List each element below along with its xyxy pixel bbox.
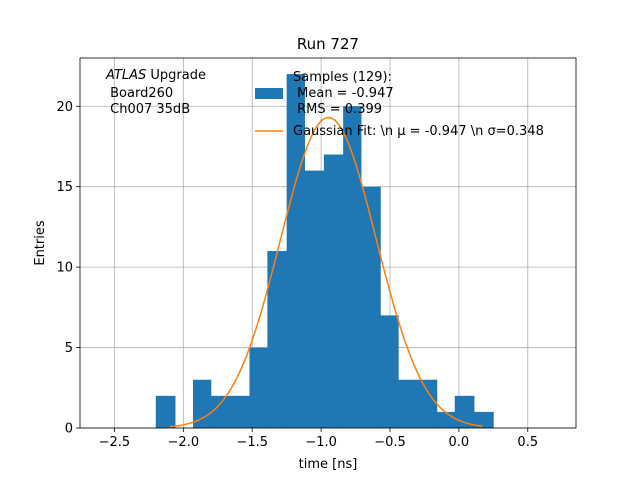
y-tick-label-2: 10	[56, 261, 73, 276]
x-tick-label-6: 0.5	[517, 435, 538, 450]
x-axis-label: time [ns]	[299, 457, 358, 472]
histogram-bar-12	[380, 315, 399, 428]
x-axis-ticks: −2.5 −2.0 −1.5 −1.0 −0.5 0.0 0.5	[99, 428, 538, 450]
histogram-bar-9	[323, 154, 344, 429]
x-tick-label-1: −2.0	[168, 435, 200, 450]
annotation-italic: ATLAS	[105, 68, 146, 83]
histogram-bar-7	[286, 74, 305, 428]
y-axis-ticks: 0 5 10 15 20	[56, 100, 80, 437]
chart-title: Run 727	[297, 35, 359, 53]
histogram-bar-3	[210, 395, 231, 428]
histogram-bar-13	[398, 379, 418, 428]
gaussian-fit-curve	[169, 116, 483, 428]
annotation-upgrade: Upgrade	[146, 68, 206, 83]
legend-samples-swatch	[255, 88, 283, 99]
annotation-line-2: Board260	[106, 86, 173, 101]
y-axis-label: Entries	[33, 220, 48, 266]
legend-samples-line-1: Samples (129):	[293, 70, 392, 85]
y-tick-label-3: 15	[56, 180, 73, 195]
histogram-bar-4	[230, 395, 250, 428]
x-tick-label-3: −1.0	[305, 435, 337, 450]
histogram-bar-6	[267, 251, 288, 428]
histogram-bar-17	[474, 411, 494, 428]
histogram-bar-15	[436, 411, 456, 428]
histogram-bar-11	[361, 186, 381, 428]
plot-frame	[79, 57, 577, 429]
x-tick-label-5: 0.0	[449, 435, 470, 450]
histogram-bars	[155, 74, 494, 429]
x-tick-label-2: −1.5	[236, 435, 268, 450]
y-tick-label-0: 0	[65, 422, 73, 437]
annotation-line-3: Ch007 35dB	[106, 102, 190, 117]
x-tick-label-0: −2.5	[99, 435, 131, 450]
histogram-bar-14	[417, 379, 438, 428]
legend: Samples (129): Mean = -0.947 RMS = 0.399…	[255, 70, 544, 139]
histogram-bar-10	[343, 106, 362, 429]
legend-samples-line-2: Mean = -0.947	[293, 86, 394, 101]
legend-fit-label: Gaussian Fit: \n μ = -0.947 \n σ=0.348	[293, 124, 544, 139]
annotation-line-1: ATLAS Upgrade	[105, 68, 206, 83]
histogram-bar-5	[249, 347, 268, 428]
y-tick-label-1: 5	[65, 341, 73, 356]
histogram-bar-0	[155, 395, 176, 428]
histogram-bar-8	[304, 170, 325, 428]
atlas-annotation: ATLAS Upgrade Board260 Ch007 35dB	[105, 68, 206, 117]
x-tick-label-4: −0.5	[374, 435, 406, 450]
legend-samples-line-3: RMS = 0.399	[293, 102, 382, 117]
y-tick-label-4: 20	[56, 100, 73, 115]
